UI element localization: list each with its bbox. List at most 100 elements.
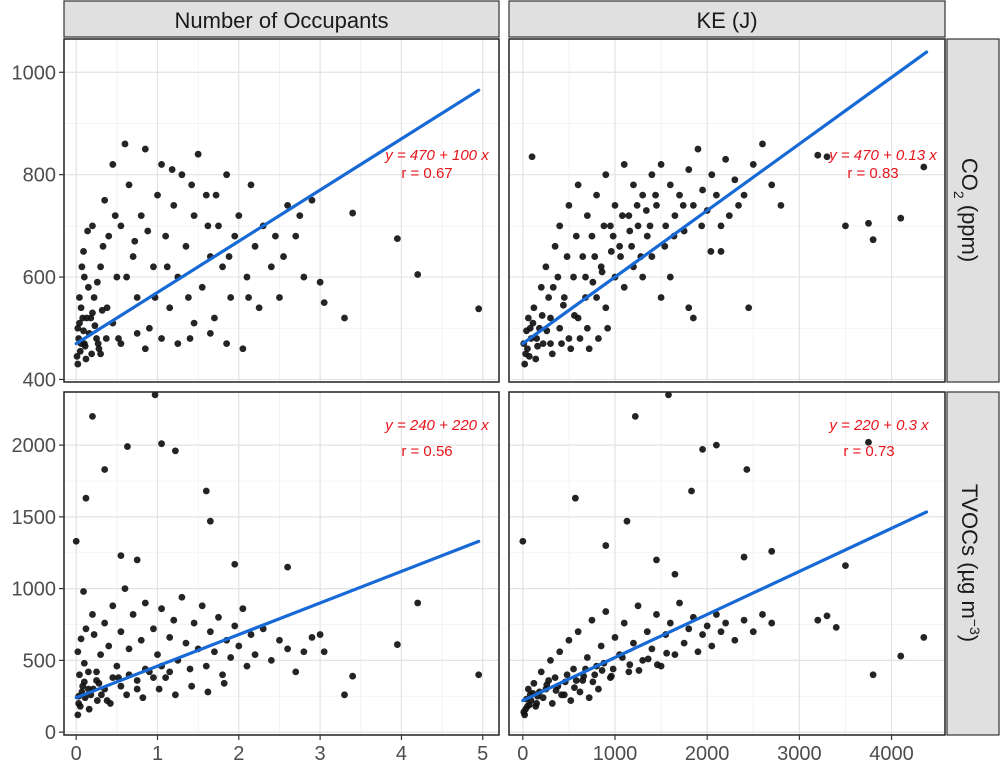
- data-point: [634, 602, 642, 610]
- data-point: [219, 671, 226, 679]
- data-point: [83, 314, 91, 322]
- y-tick-label: 0: [45, 722, 56, 744]
- data-point: [188, 181, 196, 189]
- data-point: [105, 232, 113, 240]
- data-point: [625, 212, 633, 220]
- data-point: [89, 611, 96, 618]
- data-point: [80, 659, 88, 667]
- panel-border: [63, 38, 500, 383]
- data-point: [227, 294, 235, 301]
- data-point: [133, 556, 141, 564]
- data-point: [475, 305, 483, 313]
- data-point: [105, 642, 113, 650]
- data-point: [558, 340, 565, 348]
- data-point: [571, 494, 579, 502]
- data-point: [644, 655, 652, 663]
- data-point: [82, 494, 90, 502]
- data-point: [676, 599, 683, 607]
- data-point: [611, 201, 619, 209]
- data-point: [725, 212, 733, 220]
- data-point: [341, 314, 348, 322]
- data-point: [759, 140, 766, 148]
- panel-border: [63, 391, 500, 736]
- data-point: [694, 648, 702, 656]
- data-point: [76, 347, 84, 355]
- data-point: [699, 631, 706, 638]
- data-point: [223, 340, 231, 348]
- data-point: [198, 283, 206, 291]
- data-point: [524, 345, 531, 353]
- data-point: [158, 335, 165, 342]
- data-point: [680, 639, 688, 647]
- data-point: [93, 335, 100, 342]
- data-point: [869, 236, 877, 244]
- data-point: [653, 201, 660, 209]
- data-point: [125, 181, 133, 189]
- data-point: [814, 616, 822, 624]
- data-point: [571, 684, 578, 692]
- panel-ke-tvoc: y = 220 + 0.3 x r = 0.73 0 1000 2000 3000 4000: [508, 391, 946, 762]
- data-point: [548, 350, 556, 358]
- data-point: [617, 253, 624, 260]
- data-point: [113, 662, 121, 670]
- data-point: [82, 625, 90, 633]
- data-point: [320, 648, 328, 656]
- data-point: [190, 619, 198, 627]
- panel-occ-co2: y = 470 + 100 xr = 0.67 400 600 800 1000: [12, 38, 500, 391]
- data-point: [84, 283, 92, 291]
- data-point: [98, 691, 105, 699]
- data-point: [124, 443, 131, 450]
- data-point: [97, 263, 104, 271]
- data-point: [284, 645, 291, 653]
- data-point: [529, 319, 537, 327]
- data-point: [300, 648, 308, 656]
- x-tick-label: 3: [315, 743, 326, 762]
- data-point: [676, 191, 683, 199]
- data-point: [588, 232, 596, 240]
- data-point: [170, 201, 178, 209]
- data-point: [565, 201, 573, 209]
- data-point: [842, 222, 849, 230]
- data-point: [519, 537, 527, 545]
- data-point: [77, 635, 85, 643]
- data-point: [743, 466, 751, 473]
- data-point: [296, 212, 304, 220]
- column-strip-ke-label: KE (J): [696, 8, 757, 33]
- data-point: [570, 665, 577, 673]
- data-point: [643, 628, 651, 636]
- data-point: [76, 671, 83, 679]
- data-point: [740, 553, 748, 561]
- correlation-label: r = 0.56: [401, 443, 452, 460]
- data-point: [150, 263, 157, 271]
- data-point: [542, 263, 550, 271]
- data-point: [89, 309, 96, 317]
- data-point: [699, 446, 706, 453]
- y-tick-label: 800: [23, 165, 56, 187]
- data-point: [607, 248, 615, 255]
- panel-ke-co2: y = 470 + 0.13 xr = 0.83: [508, 38, 946, 383]
- data-point: [663, 649, 671, 657]
- data-point: [708, 642, 716, 650]
- data-point: [532, 355, 540, 363]
- x-tick-label: 0: [517, 743, 528, 762]
- data-point: [626, 227, 634, 235]
- data-point: [211, 314, 218, 322]
- data-point: [768, 619, 776, 627]
- data-point: [579, 253, 587, 260]
- data-point: [593, 191, 600, 199]
- data-point: [185, 294, 192, 301]
- data-point: [215, 613, 222, 621]
- x-tick-label: 3000: [777, 743, 822, 762]
- data-point: [551, 674, 559, 681]
- data-point: [220, 679, 228, 687]
- data-point: [759, 611, 766, 618]
- data-point: [598, 268, 606, 276]
- data-point: [251, 651, 259, 659]
- data-point: [80, 327, 87, 335]
- data-point: [272, 232, 279, 240]
- data-point: [563, 671, 571, 679]
- data-point: [549, 283, 557, 291]
- data-point: [81, 342, 89, 350]
- data-point: [131, 237, 139, 245]
- data-point: [80, 588, 87, 595]
